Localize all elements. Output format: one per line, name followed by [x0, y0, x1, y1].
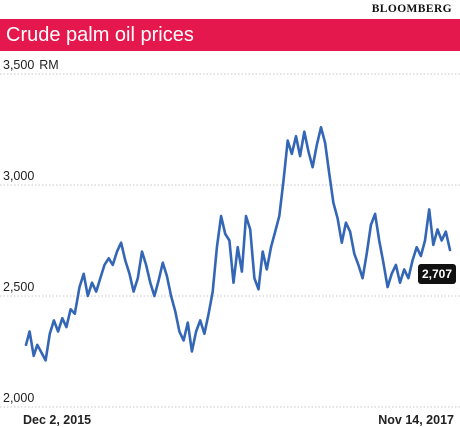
x-tick-label: Nov 14, 2017: [378, 413, 454, 427]
x-axis-ticks: Dec 2, 2015 Nov 14, 2017: [23, 413, 454, 427]
series-line-crude-palm-oil: [24, 126, 452, 362]
brand-logo: BLOOMBERG: [371, 3, 452, 15]
title-banner: Crude palm oil prices: [0, 19, 460, 51]
y-axis-ticks: 3,500 3,000 2,500 2,000: [3, 58, 34, 405]
y-axis-unit-label: RM: [39, 58, 58, 72]
x-tick-label: Dec 2, 2015: [23, 413, 91, 427]
y-tick-label: 3,500: [3, 58, 34, 72]
y-tick-label: 2,500: [3, 280, 34, 294]
end-value-label: 2,707: [418, 264, 456, 285]
end-value-label-background: [418, 264, 456, 285]
end-value-label-text: 2,707: [422, 267, 452, 281]
chart-title: Crude palm oil prices: [6, 24, 194, 46]
y-tick-label: 3,000: [3, 169, 34, 183]
y-tick-label: 2,000: [3, 391, 34, 405]
